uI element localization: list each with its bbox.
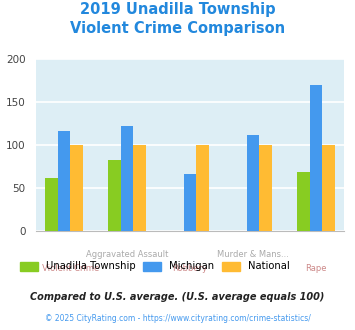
Text: Murder & Mans...: Murder & Mans... <box>217 250 289 259</box>
Bar <box>58 131 70 231</box>
Bar <box>259 145 272 231</box>
Text: © 2025 CityRating.com - https://www.cityrating.com/crime-statistics/: © 2025 CityRating.com - https://www.city… <box>45 314 310 323</box>
Text: All Violent Crime: All Violent Crime <box>29 264 99 273</box>
Bar <box>133 145 146 231</box>
Text: Robbery: Robbery <box>173 264 207 273</box>
Legend: Unadilla Township, Michigan, National: Unadilla Township, Michigan, National <box>16 257 294 276</box>
Bar <box>45 178 58 231</box>
Bar <box>70 145 83 231</box>
Bar <box>310 85 322 231</box>
Bar <box>184 174 196 231</box>
Bar <box>247 135 259 231</box>
Text: Violent Crime Comparison: Violent Crime Comparison <box>70 21 285 36</box>
Bar <box>108 160 121 231</box>
Text: Compared to U.S. average. (U.S. average equals 100): Compared to U.S. average. (U.S. average … <box>30 292 325 302</box>
Bar <box>196 145 209 231</box>
Text: Rape: Rape <box>305 264 327 273</box>
Text: 2019 Unadilla Township: 2019 Unadilla Township <box>80 2 275 16</box>
Text: Aggravated Assault: Aggravated Assault <box>86 250 168 259</box>
Bar <box>297 172 310 231</box>
Bar <box>322 145 335 231</box>
Bar <box>121 126 133 231</box>
